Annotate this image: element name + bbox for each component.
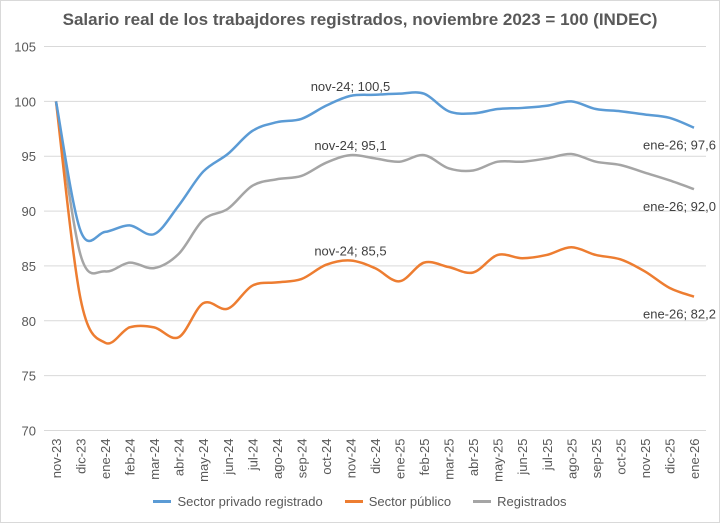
data-label: nov-24; 100,5 xyxy=(311,79,391,94)
x-tick-label: may-25 xyxy=(491,439,506,482)
x-tick-label: ene-25 xyxy=(393,439,408,479)
legend-label: Sector público xyxy=(368,494,452,509)
legend: Sector privado registrado Sector público R… xyxy=(0,494,720,509)
legend-item: Registrados xyxy=(473,494,567,509)
y-tick-label: 100 xyxy=(14,94,36,109)
x-tick-label: sep-25 xyxy=(589,439,604,479)
x-tick-label: jun-25 xyxy=(515,439,530,476)
legend-swatch xyxy=(153,500,172,503)
y-tick-label: 95 xyxy=(22,149,36,164)
x-tick-label: ene-24 xyxy=(98,439,113,479)
x-tick-label: oct-25 xyxy=(613,439,628,475)
x-tick-label: jul-24 xyxy=(245,439,260,472)
x-tick-label: may-24 xyxy=(196,439,211,482)
series-line-sector-privado-registrado xyxy=(54,91,695,243)
y-tick-label: 70 xyxy=(22,424,36,439)
x-tick-label: jun-24 xyxy=(221,439,236,476)
legend-item: Sector privado registrado xyxy=(153,494,323,509)
x-tick-label: oct-24 xyxy=(319,439,334,475)
x-tick-label: ago-24 xyxy=(270,439,285,479)
x-tick-label: jul-25 xyxy=(540,439,555,472)
legend-swatch xyxy=(473,500,492,503)
x-tick-label: abr-25 xyxy=(466,439,481,477)
data-label: ene-26; 92,0 xyxy=(643,199,716,214)
y-tick-label: 90 xyxy=(22,204,36,219)
x-tick-label: feb-24 xyxy=(123,439,138,476)
x-tick-label: sep-24 xyxy=(294,439,309,479)
legend-label: Sector privado registrado xyxy=(177,494,323,509)
legend-label: Registrados xyxy=(497,494,567,509)
data-label: nov-24; 95,1 xyxy=(314,138,386,153)
x-tick-label: feb-25 xyxy=(417,439,432,476)
data-label: ene-26; 82,2 xyxy=(643,307,716,322)
x-tick-label: mar-24 xyxy=(147,439,162,480)
x-tick-label: ene-26 xyxy=(687,439,702,479)
x-tick-label: dic-23 xyxy=(74,439,89,474)
x-tick-label: abr-24 xyxy=(172,439,187,477)
x-tick-label: dic-25 xyxy=(662,439,677,474)
x-tick-label: nov-23 xyxy=(49,439,64,479)
x-tick-label: nov-24 xyxy=(343,439,358,479)
data-label: ene-26; 97,6 xyxy=(643,138,716,153)
x-tick-label: ago-25 xyxy=(564,439,579,479)
y-tick-label: 80 xyxy=(22,314,36,329)
y-tick-label: 75 xyxy=(22,369,36,384)
series-line-registrados xyxy=(54,101,695,275)
data-label: nov-24; 85,5 xyxy=(314,243,386,258)
y-tick-label: 85 xyxy=(22,259,36,274)
x-tick-label: nov-25 xyxy=(638,439,653,479)
chart-title: Salario real de los trabajdores registra… xyxy=(62,10,658,29)
legend-swatch xyxy=(344,500,363,503)
x-tick-label: mar-25 xyxy=(442,439,457,480)
legend-item: Sector público xyxy=(344,494,452,509)
x-tick-label: dic-24 xyxy=(368,439,383,474)
y-tick-label: 105 xyxy=(14,40,36,55)
series-line-sector-público xyxy=(54,101,695,345)
